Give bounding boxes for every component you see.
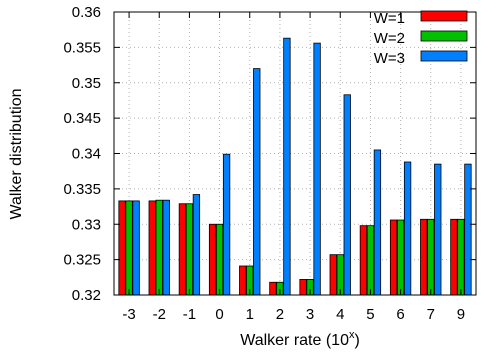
y-axis-label: Walker distribution [8, 88, 25, 219]
y-tick-label: 0.33 [72, 216, 101, 233]
x-tick-label: -2 [153, 306, 166, 323]
bar-w2-7 [427, 218, 435, 296]
x-axis-label-close: ) [354, 332, 359, 349]
y-axis-ticks: 0.32 0.325 0.33 0.335 0.34 0.345 0.35 0.355 0.36 [63, 4, 476, 304]
x-tick-label: 1 [246, 306, 254, 323]
bar-w3-2 [283, 37, 291, 296]
legend-label: W=2 [374, 30, 405, 47]
bar-w2-4 [336, 254, 344, 296]
y-tick-label: 0.335 [63, 181, 101, 198]
legend-label: W=3 [374, 50, 405, 67]
legend: W=1 W=2 W=3 [374, 10, 468, 67]
legend-label: W=1 [374, 10, 405, 27]
bar-w3-0 [222, 153, 231, 296]
y-tick-label: 0.34 [72, 146, 101, 163]
legend-swatch [420, 10, 468, 22]
bar-w3--3 [132, 200, 140, 296]
bar-w2--1 [185, 203, 194, 296]
x-tick-label: 9 [457, 306, 465, 323]
x-tick-label: 5 [366, 306, 374, 323]
y-tick-label: 0.355 [63, 39, 101, 56]
bar-w3-4 [343, 94, 351, 296]
x-tick-label: 6 [396, 306, 404, 323]
x-axis-label-main: Walker rate (10 [240, 332, 349, 349]
x-tick-label: 2 [276, 306, 284, 323]
legend-swatch [420, 50, 468, 62]
y-tick-label: 0.32 [72, 287, 101, 304]
x-tick-label: -3 [122, 306, 135, 323]
x-axis-label: Walker rate (10x) [240, 329, 360, 349]
bar-w2--2 [155, 199, 163, 296]
bar-w1--3 [118, 200, 126, 296]
bar-w1-4 [329, 254, 337, 296]
bar-w3-1 [253, 68, 261, 296]
x-axis-ticks: -3 -2 -1 0 1 2 3 4 5 6 7 9 [122, 12, 465, 323]
bar-w2-6 [396, 219, 405, 296]
y-tick-label: 0.36 [72, 4, 101, 21]
y-tick-label: 0.325 [63, 252, 101, 269]
bar-w1-5 [359, 225, 368, 296]
x-tick-label: 3 [306, 306, 314, 323]
x-tick-label: 4 [336, 306, 344, 323]
y-tick-label: 0.345 [63, 110, 101, 127]
bar-w1-9 [450, 218, 458, 296]
bar-w3-3 [313, 42, 321, 296]
bar-w1-3 [299, 279, 307, 296]
bar-w2-0 [215, 223, 224, 296]
bar-w3--1 [192, 194, 201, 296]
bar-w1--2 [148, 200, 156, 296]
x-tick-label: 7 [427, 306, 435, 323]
legend-swatch [420, 30, 468, 42]
x-axis-label-sup: x [349, 329, 355, 341]
bar-w1--1 [178, 203, 187, 296]
bar-w3-5 [373, 149, 382, 296]
bar-w1-0 [208, 223, 217, 296]
bar-w2-9 [457, 218, 465, 296]
bar-w1-6 [389, 219, 398, 296]
bar-w1-1 [239, 265, 247, 296]
bar-w2--3 [125, 200, 133, 296]
grid-lines [114, 12, 476, 295]
bar-w3-6 [403, 161, 412, 296]
bar-w1-7 [420, 218, 428, 296]
bar-series [118, 37, 472, 296]
bar-w3-9 [464, 163, 472, 296]
bar-w3-7 [434, 163, 442, 296]
y-tick-label: 0.35 [72, 75, 101, 92]
bar-w3--2 [162, 199, 170, 296]
x-tick-label: 0 [215, 306, 223, 323]
bar-w1-2 [269, 281, 277, 296]
bar-w2-5 [366, 225, 375, 296]
x-tick-label: -1 [183, 306, 196, 323]
